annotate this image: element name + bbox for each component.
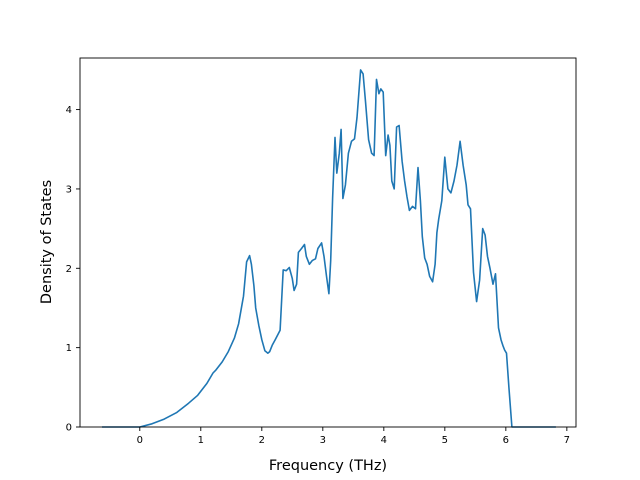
x-axis-ticks: 0 1 2 3 4 5 6 7: [137, 427, 570, 446]
y-tick-label: 0: [66, 423, 72, 434]
series-line: [102, 69, 556, 428]
x-tick-label: 1: [198, 435, 204, 446]
x-tick-label: 5: [442, 435, 448, 446]
y-axis-ticks: 0 1 2 3 4: [66, 105, 80, 434]
y-tick-label: 4: [66, 105, 72, 116]
x-tick-label: 2: [259, 435, 265, 446]
x-tick-label: 7: [564, 435, 570, 446]
x-tick-label: 4: [381, 435, 387, 446]
x-tick-label: 6: [503, 435, 509, 446]
y-tick-label: 1: [66, 343, 72, 354]
y-tick-label: 2: [66, 264, 72, 275]
y-axis-label: Density of States: [39, 180, 55, 304]
plot-frame: [79, 57, 577, 428]
x-tick-label: 3: [320, 435, 326, 446]
plot-area: [80, 58, 576, 427]
x-tick-label: 0: [137, 435, 143, 446]
y-tick-label: 3: [66, 184, 72, 195]
x-axis-label: Frequency (THz): [269, 458, 387, 474]
